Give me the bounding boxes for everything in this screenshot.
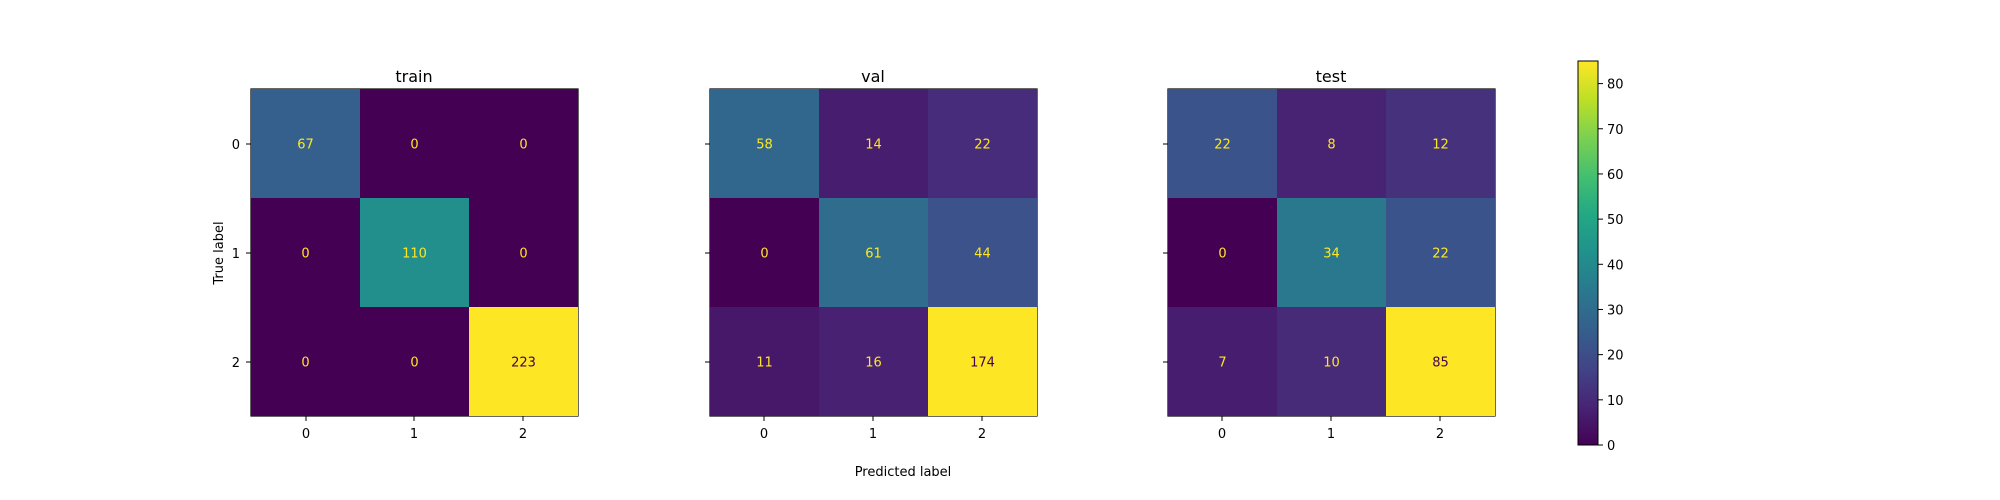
colorbar-tick-label-7: 70 bbox=[1607, 123, 1624, 138]
colorbar-tick-label-5: 50 bbox=[1607, 213, 1624, 228]
train-cell-value-0-0: 67 bbox=[297, 138, 314, 153]
test-cell-value-0-1: 8 bbox=[1327, 138, 1335, 153]
test-cell-value-1-0: 0 bbox=[1218, 247, 1226, 262]
y-tick-label-train-0: 0 bbox=[232, 138, 240, 153]
val-cell-2-0 bbox=[710, 307, 819, 416]
colorbar-tick-label-8: 80 bbox=[1607, 78, 1624, 93]
val-cell-value-2-1: 16 bbox=[865, 356, 882, 371]
cells-test: 22 8 12 0 34 22 7 10 85 bbox=[1168, 89, 1495, 416]
colorbar-ticks: 0 10 20 30 40 50 60 70 80 bbox=[1598, 78, 1624, 454]
x-tick-label-test-2: 2 bbox=[1436, 427, 1444, 442]
colorbar: 0 10 20 30 40 50 60 70 80 bbox=[1577, 60, 1624, 454]
colorbar-tick-label-3: 30 bbox=[1607, 303, 1624, 318]
val-cell-value-0-1: 14 bbox=[865, 138, 882, 153]
test-cell-value-1-2: 22 bbox=[1432, 247, 1449, 262]
train-cell-value-0-2: 0 bbox=[519, 138, 527, 153]
colorbar-tick-label-4: 40 bbox=[1607, 258, 1624, 273]
train-cell-value-0-1: 0 bbox=[410, 138, 418, 153]
train-cell-value-2-1: 0 bbox=[410, 356, 418, 371]
test-cell-0-2 bbox=[1386, 89, 1495, 198]
colorbar-tick-label-1: 10 bbox=[1607, 394, 1624, 409]
test-cell-value-0-2: 12 bbox=[1432, 138, 1449, 153]
panel-test: test 22 8 12 0 34 22 7 10 85 0 1 2 bbox=[1163, 67, 1496, 442]
train-cell-1-2 bbox=[469, 198, 578, 307]
val-cell-value-1-0: 0 bbox=[760, 247, 768, 262]
x-tick-label-val-0: 0 bbox=[760, 427, 768, 442]
test-cell-value-2-0: 7 bbox=[1218, 356, 1226, 371]
colorbar-tick-label-6: 60 bbox=[1607, 168, 1624, 183]
test-cell-0-0 bbox=[1168, 89, 1277, 198]
train-cell-2-1 bbox=[360, 307, 469, 416]
x-axis-label: Predicted label bbox=[855, 465, 952, 480]
x-tick-label-train-0: 0 bbox=[302, 427, 310, 442]
val-cell-0-0 bbox=[710, 89, 819, 198]
val-cell-2-2 bbox=[928, 307, 1037, 416]
x-tick-label-test-1: 1 bbox=[1327, 427, 1335, 442]
cells-train: 67 0 0 0 110 0 0 0 223 bbox=[251, 89, 578, 416]
train-cell-value-1-1: 110 bbox=[402, 247, 427, 262]
test-cell-1-0 bbox=[1168, 198, 1277, 307]
test-cell-0-1 bbox=[1277, 89, 1386, 198]
colorbar-tick-label-2: 20 bbox=[1607, 349, 1624, 364]
train-cell-value-2-0: 0 bbox=[301, 356, 309, 371]
val-cell-1-2 bbox=[928, 198, 1037, 307]
colorbar-bar bbox=[1577, 60, 1599, 446]
x-tick-label-test-0: 0 bbox=[1218, 427, 1226, 442]
val-cell-value-2-0: 11 bbox=[756, 356, 773, 371]
val-cell-2-1 bbox=[819, 307, 928, 416]
x-tick-label-train-2: 2 bbox=[519, 427, 527, 442]
val-cell-value-0-2: 22 bbox=[974, 138, 991, 153]
train-cell-1-0 bbox=[251, 198, 360, 307]
x-tick-label-train-1: 1 bbox=[410, 427, 418, 442]
panel-train: train 67 0 0 0 110 0 0 0 223 0 1 2 0 1 2 bbox=[232, 67, 579, 442]
train-cell-2-0 bbox=[251, 307, 360, 416]
test-cell-2-2 bbox=[1386, 307, 1495, 416]
x-tick-label-val-2: 2 bbox=[978, 427, 986, 442]
cells-val: 58 14 22 0 61 44 11 16 174 bbox=[710, 89, 1037, 416]
panel-title-val: val bbox=[861, 67, 885, 86]
train-cell-value-1-0: 0 bbox=[301, 247, 309, 262]
test-cell-value-1-1: 34 bbox=[1323, 247, 1340, 262]
train-cell-value-2-2: 223 bbox=[511, 356, 536, 371]
val-cell-1-1 bbox=[819, 198, 928, 307]
val-cell-value-0-0: 58 bbox=[756, 138, 773, 153]
y-tick-label-train-2: 2 bbox=[232, 356, 240, 371]
x-tick-label-val-1: 1 bbox=[869, 427, 877, 442]
train-cell-0-2 bbox=[469, 89, 578, 198]
train-cell-0-1 bbox=[360, 89, 469, 198]
val-cell-value-1-1: 61 bbox=[865, 247, 882, 262]
test-cell-1-2 bbox=[1386, 198, 1495, 307]
val-cell-0-2 bbox=[928, 89, 1037, 198]
val-cell-1-0 bbox=[710, 198, 819, 307]
train-cell-0-0 bbox=[251, 89, 360, 198]
test-cell-value-0-0: 22 bbox=[1214, 138, 1231, 153]
y-tick-label-train-1: 1 bbox=[232, 247, 240, 262]
train-cell-1-1 bbox=[360, 198, 469, 307]
panel-title-test: test bbox=[1316, 67, 1347, 86]
val-cell-value-1-2: 44 bbox=[974, 247, 991, 262]
test-cell-1-1 bbox=[1277, 198, 1386, 307]
test-cell-2-1 bbox=[1277, 307, 1386, 416]
val-cell-value-2-2: 174 bbox=[970, 356, 995, 371]
test-cell-value-2-1: 10 bbox=[1323, 356, 1340, 371]
panel-title-train: train bbox=[395, 67, 432, 86]
panel-val: val 58 14 22 0 61 44 11 16 174 0 1 2 bbox=[705, 67, 1038, 442]
train-cell-value-1-2: 0 bbox=[519, 247, 527, 262]
test-cell-2-0 bbox=[1168, 307, 1277, 416]
train-cell-2-2 bbox=[469, 307, 578, 416]
test-cell-value-2-2: 85 bbox=[1432, 356, 1449, 371]
val-cell-0-1 bbox=[819, 89, 928, 198]
y-axis-label: True label bbox=[212, 221, 227, 285]
colorbar-tick-label-0: 0 bbox=[1607, 439, 1615, 454]
